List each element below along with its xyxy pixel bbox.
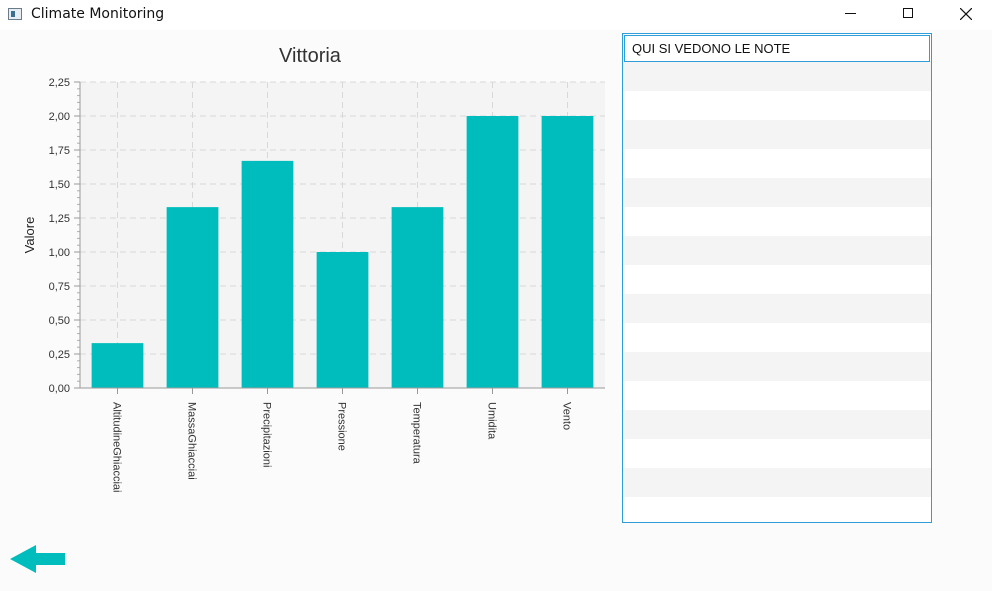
- notes-list[interactable]: QUI SI VEDONO LE NOTE: [622, 33, 932, 523]
- bar: [316, 252, 369, 388]
- x-tick-label: Temperatura: [411, 402, 423, 465]
- y-tick-label: 0,00: [49, 383, 70, 395]
- bar-chart: Vittoria Valore 0,00 0,25 0,50 0,75 1,00 1,25…: [22, 45, 605, 493]
- close-button[interactable]: [943, 0, 989, 30]
- x-tick-label: MassaGhiacciai: [186, 402, 198, 480]
- x-tick-label: Vento: [561, 402, 573, 430]
- x-tick-label: AltitudineGhiacciai: [111, 402, 123, 493]
- note-row-empty[interactable]: [623, 381, 931, 410]
- x-tick-label: Pressione: [336, 402, 348, 451]
- note-row-empty[interactable]: [623, 468, 931, 497]
- y-tick-label: 0,75: [49, 281, 70, 293]
- note-row-empty[interactable]: [623, 62, 931, 91]
- x-tick-label: Precipitazioni: [261, 402, 273, 467]
- minimize-button[interactable]: [828, 0, 874, 30]
- note-row-empty[interactable]: [623, 497, 931, 522]
- note-row-empty[interactable]: [623, 439, 931, 468]
- bar: [541, 116, 594, 388]
- y-tick-label: 0,50: [49, 315, 70, 327]
- bar: [166, 207, 219, 388]
- y-axis-label: Valore: [22, 217, 37, 254]
- app-icon: [8, 8, 22, 20]
- note-row-empty[interactable]: [623, 352, 931, 381]
- x-tick-label: Umidita: [486, 402, 498, 440]
- bar: [241, 160, 294, 388]
- note-row-empty[interactable]: [623, 207, 931, 236]
- bar: [466, 116, 519, 388]
- note-row-empty[interactable]: [623, 265, 931, 294]
- y-tick-label: 1,00: [49, 247, 70, 259]
- maximize-button[interactable]: [885, 0, 931, 30]
- back-button[interactable]: [10, 543, 66, 575]
- bar: [391, 207, 444, 388]
- y-tick-label: 2,25: [49, 77, 70, 89]
- y-tick-label: 1,25: [49, 213, 70, 225]
- y-tick-label: 0,25: [49, 349, 70, 361]
- note-row-empty[interactable]: [623, 178, 931, 207]
- title-bar: Climate Monitoring: [0, 0, 992, 30]
- chart-title: Vittoria: [279, 45, 342, 67]
- y-tick-label: 1,50: [49, 179, 70, 191]
- note-row-empty[interactable]: [623, 149, 931, 178]
- y-tick-label: 1,75: [49, 145, 70, 157]
- note-row-empty[interactable]: [623, 120, 931, 149]
- close-icon: [960, 8, 972, 20]
- note-row-empty[interactable]: [623, 410, 931, 439]
- y-tick-label: 2,00: [49, 111, 70, 123]
- note-row-empty[interactable]: [623, 236, 931, 265]
- bar: [91, 343, 144, 388]
- arrow-left-icon: [10, 545, 65, 573]
- note-item[interactable]: QUI SI VEDONO LE NOTE: [624, 35, 930, 62]
- note-row-empty[interactable]: [623, 323, 931, 352]
- note-row-empty[interactable]: [623, 91, 931, 120]
- note-row-empty[interactable]: [623, 294, 931, 323]
- window-title: Climate Monitoring: [31, 6, 165, 22]
